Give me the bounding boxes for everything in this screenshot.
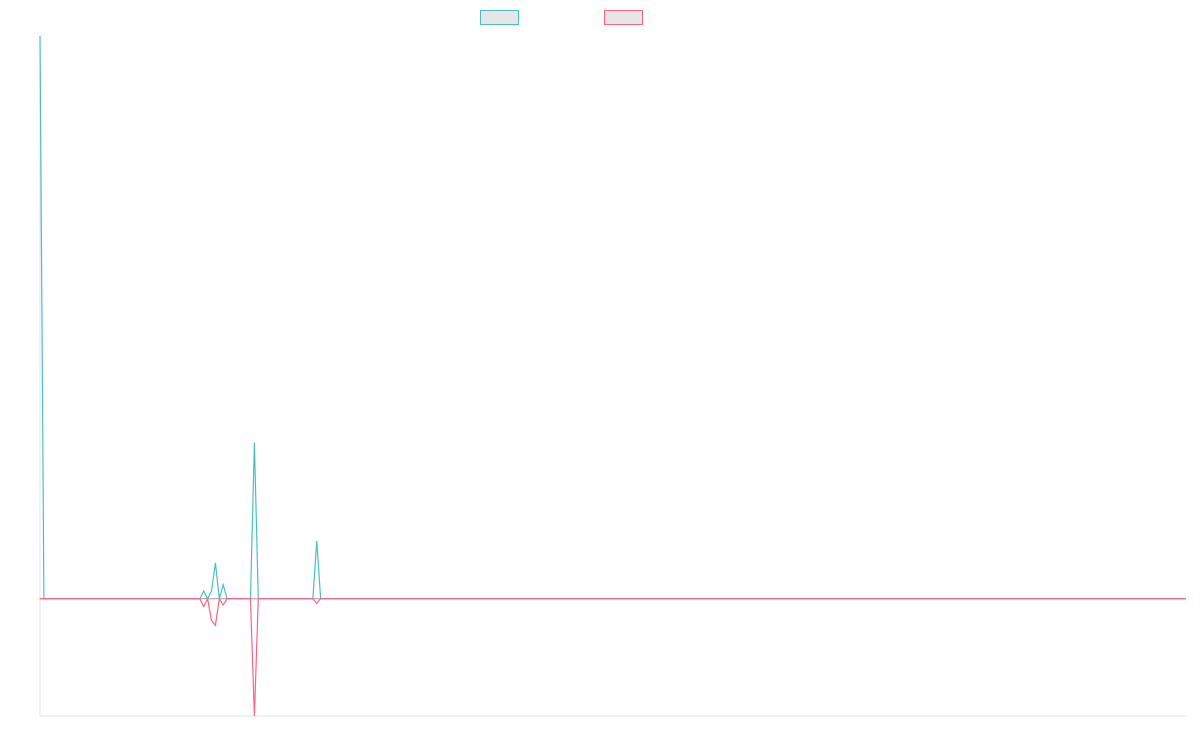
series-1-line — [39, 35, 1186, 601]
series-layer — [39, 35, 1186, 717]
legend-swatch-series-1 — [480, 9, 519, 25]
legend-item-series-2[interactable] — [604, 9, 649, 25]
series-2-line — [40, 596, 1186, 717]
legend — [0, 9, 1200, 27]
legend-swatch-series-2 — [604, 9, 643, 25]
legend-item-series-1[interactable] — [480, 9, 525, 25]
